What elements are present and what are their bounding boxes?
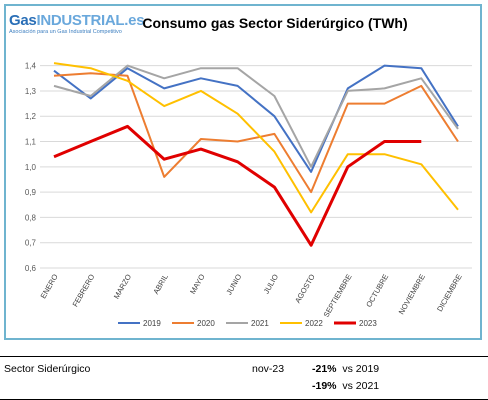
legend-label-2023: 2023 (359, 319, 377, 328)
y-tick-label: 1,4 (25, 62, 37, 71)
x-tick-label: ABRIL (151, 273, 170, 296)
x-tick-label: MARZO (112, 272, 133, 300)
change-vs-2021-pct: -19% (312, 380, 337, 392)
logo: GasINDUSTRIAL.es Asociación para un Gas … (9, 12, 145, 43)
series-line-2022 (53, 62, 459, 214)
y-tick-label: 1,1 (25, 138, 37, 147)
legend-label-2019: 2019 (143, 319, 161, 328)
y-tick-label: 1,2 (25, 112, 37, 121)
y-tick-label: 1,3 (25, 87, 37, 96)
logo-brand-gas: Gas (9, 12, 37, 29)
chart-frame (4, 4, 482, 340)
change-vs-2019-pct: -21% (312, 363, 337, 375)
sector-label: Sector Siderúrgico (4, 363, 91, 375)
change-vs-2019: -21% vs 2019 (312, 363, 379, 375)
series-line-2023 (53, 124, 422, 247)
x-tick-label: NOVIEMBRE (397, 273, 427, 316)
x-tick-label: JUNIO (224, 272, 243, 296)
y-tick-label: 0,7 (25, 239, 37, 248)
logo-tagline: Asociación para un Gas Industrial Compet… (9, 29, 122, 35)
series-line-2020 (53, 72, 459, 194)
y-tick-label: 0,9 (25, 188, 37, 197)
series-line-2019 (53, 64, 459, 173)
line-chart: 0,6 0,7 0,8 0,9 1,0 1,1 1,2 1,3 1,4 ENERO FEBRERO M… (25, 62, 472, 328)
legend-label-2020: 2020 (197, 319, 215, 328)
legend-label-2022: 2022 (305, 319, 323, 328)
change-vs-2019-text: vs 2019 (342, 363, 380, 375)
x-tick-label: AGOSTO (293, 272, 317, 304)
x-tick-label: OCTUBRE (364, 273, 390, 309)
summary-table: Sector Siderúrgico nov-23 -21% vs 2019 -… (0, 356, 488, 400)
x-tick-label: MAYO (188, 272, 207, 295)
series-line-2021 (53, 64, 459, 168)
change-vs-2021: -19% vs 2021 (312, 380, 379, 392)
chart-title: Consumo gas Sector Siderúrgico (TWh) (142, 15, 408, 31)
x-tick-label: SEPTIEMBRE (322, 273, 354, 319)
x-tick-label: ENERO (39, 272, 60, 300)
y-tick-label: 0,6 (25, 264, 37, 273)
x-tick-label: JULIO (262, 272, 281, 295)
period-label: nov-23 (252, 363, 285, 375)
x-tick-label: FEBRERO (71, 272, 97, 308)
logo-brand-industrial: INDUSTRIAL.es (36, 12, 145, 29)
legend-label-2021: 2021 (251, 319, 269, 328)
change-vs-2021-text: vs 2021 (342, 380, 380, 392)
y-tick-label: 1,0 (25, 163, 37, 172)
x-tick-label: DICIEMBRE (435, 273, 464, 314)
y-tick-label: 0,8 (25, 213, 37, 222)
